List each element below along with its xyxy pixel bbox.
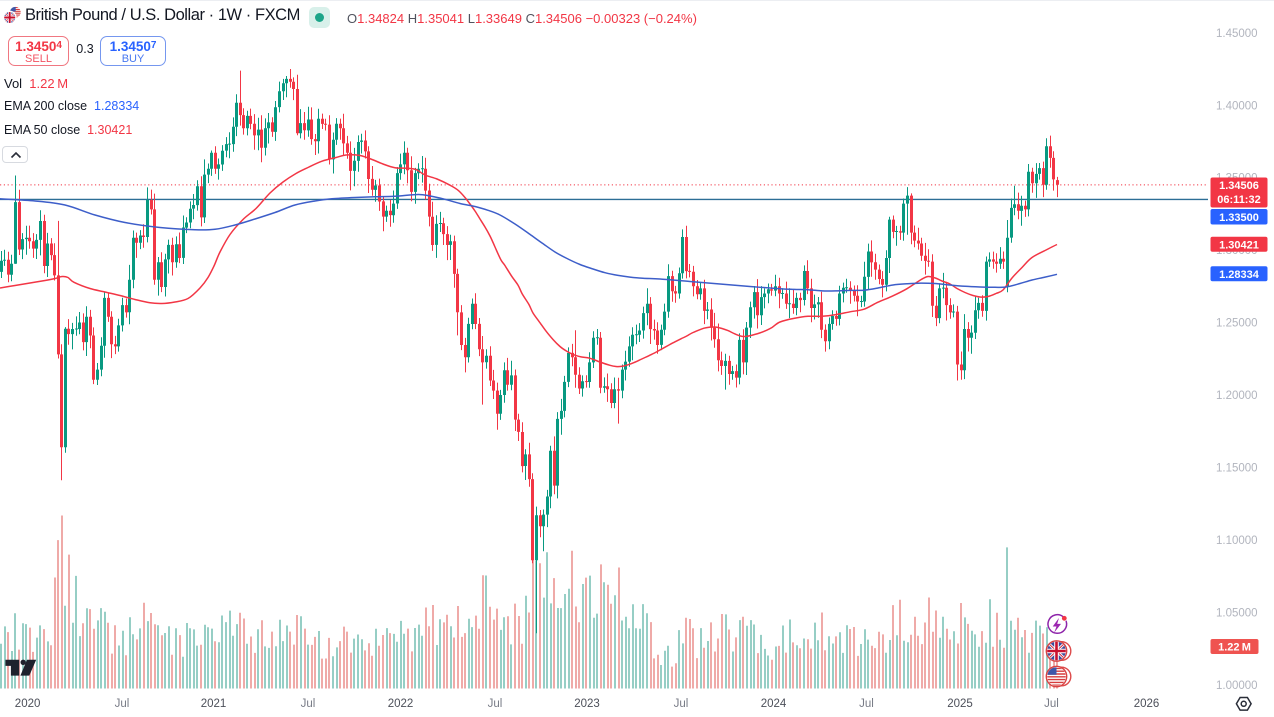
svg-text:Jul: Jul [674, 698, 689, 710]
svg-text:2023: 2023 [574, 698, 600, 710]
svg-text:Jul: Jul [1044, 698, 1059, 710]
svg-text:1.20000: 1.20000 [1216, 390, 1258, 402]
svg-text:1.15000: 1.15000 [1216, 463, 1258, 475]
svg-text:Jul: Jul [301, 698, 316, 710]
svg-text:2025: 2025 [947, 698, 973, 710]
svg-text:1.45000: 1.45000 [1216, 28, 1258, 40]
svg-text:1.10000: 1.10000 [1216, 535, 1258, 547]
svg-text:2020: 2020 [15, 698, 41, 710]
svg-text:1.40000: 1.40000 [1216, 101, 1258, 113]
svg-text:1.00000: 1.00000 [1216, 680, 1258, 692]
svg-text:1.33500: 1.33500 [1219, 212, 1259, 224]
svg-text:1.25000: 1.25000 [1216, 318, 1258, 330]
svg-text:2021: 2021 [201, 698, 227, 710]
svg-text:2026: 2026 [1134, 698, 1160, 710]
svg-text:1.28334: 1.28334 [1219, 269, 1260, 281]
svg-text:1.22 M: 1.22 M [1218, 642, 1251, 654]
svg-text:06:11:32: 06:11:32 [1217, 194, 1260, 206]
svg-text:1.34506: 1.34506 [1219, 180, 1259, 192]
svg-text:Jul: Jul [859, 698, 874, 710]
svg-text:2022: 2022 [388, 698, 414, 710]
svg-text:Jul: Jul [488, 698, 503, 710]
svg-text:1.05000: 1.05000 [1216, 608, 1258, 620]
svg-text:Jul: Jul [115, 698, 130, 710]
svg-text:1.30421: 1.30421 [1219, 239, 1259, 251]
svg-text:2024: 2024 [761, 698, 787, 710]
